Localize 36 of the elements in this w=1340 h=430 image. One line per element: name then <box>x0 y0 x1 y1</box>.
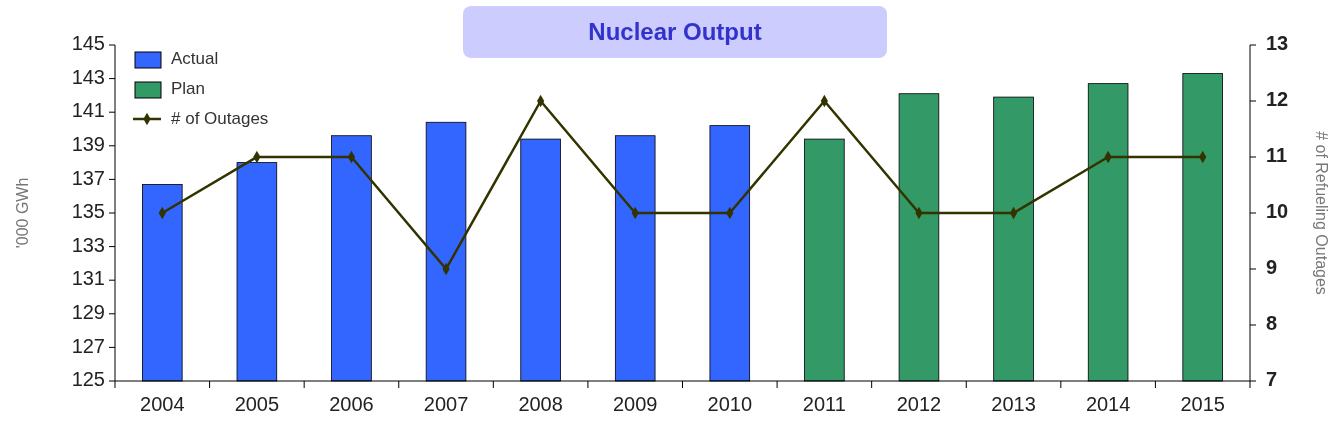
legend-label: # of Outages <box>171 109 269 129</box>
y-tick-label: 133 <box>71 233 105 256</box>
y-tick-label: 125 <box>71 368 105 391</box>
x-tick-label: 2008 <box>518 393 563 415</box>
y-tick-label: 139 <box>71 133 105 156</box>
legend-label: Plan <box>171 79 206 99</box>
x-tick-label: 2004 <box>140 393 185 415</box>
y2-tick-label: 10 <box>1266 200 1289 223</box>
x-tick-label: 2011 <box>802 393 846 415</box>
x-tick-label: 2014 <box>1085 393 1131 415</box>
y-tick-label: 135 <box>71 200 105 223</box>
y2-tick-label: 8 <box>1266 312 1278 335</box>
x-tick-label: 2009 <box>612 393 658 415</box>
y-tick-label: 145 <box>71 32 105 55</box>
y-tick-label: 131 <box>71 267 105 290</box>
y2-tick-label: 12 <box>1266 88 1289 111</box>
y2-axis-title: # of Refueling Outages <box>1312 131 1330 295</box>
x-tick-label: 2010 <box>707 393 753 415</box>
y-tick-label: 129 <box>71 301 105 324</box>
y2-tick-label: 13 <box>1266 32 1289 55</box>
x-tick-label: 2005 <box>234 393 280 415</box>
x-tick-label: 2006 <box>329 393 374 415</box>
y2-tick-label: 11 <box>1266 144 1288 167</box>
chart-title: Nuclear Output <box>588 18 762 46</box>
x-tick-label: 2013 <box>991 393 1036 415</box>
y-tick-label: 143 <box>71 65 105 88</box>
y-tick-label: 137 <box>71 166 105 189</box>
y-tick-label: 141 <box>71 99 105 122</box>
y2-tick-label: 9 <box>1266 256 1278 279</box>
y2-tick-label: 7 <box>1266 368 1278 391</box>
y-tick-label: 127 <box>71 334 105 357</box>
x-tick-label: 2007 <box>423 393 469 415</box>
x-tick-label: 2015 <box>1180 393 1225 415</box>
x-tick-label: 2012 <box>896 393 942 415</box>
legend-label: Actual <box>171 49 219 69</box>
y-axis-title: '000 GWh <box>14 177 32 249</box>
